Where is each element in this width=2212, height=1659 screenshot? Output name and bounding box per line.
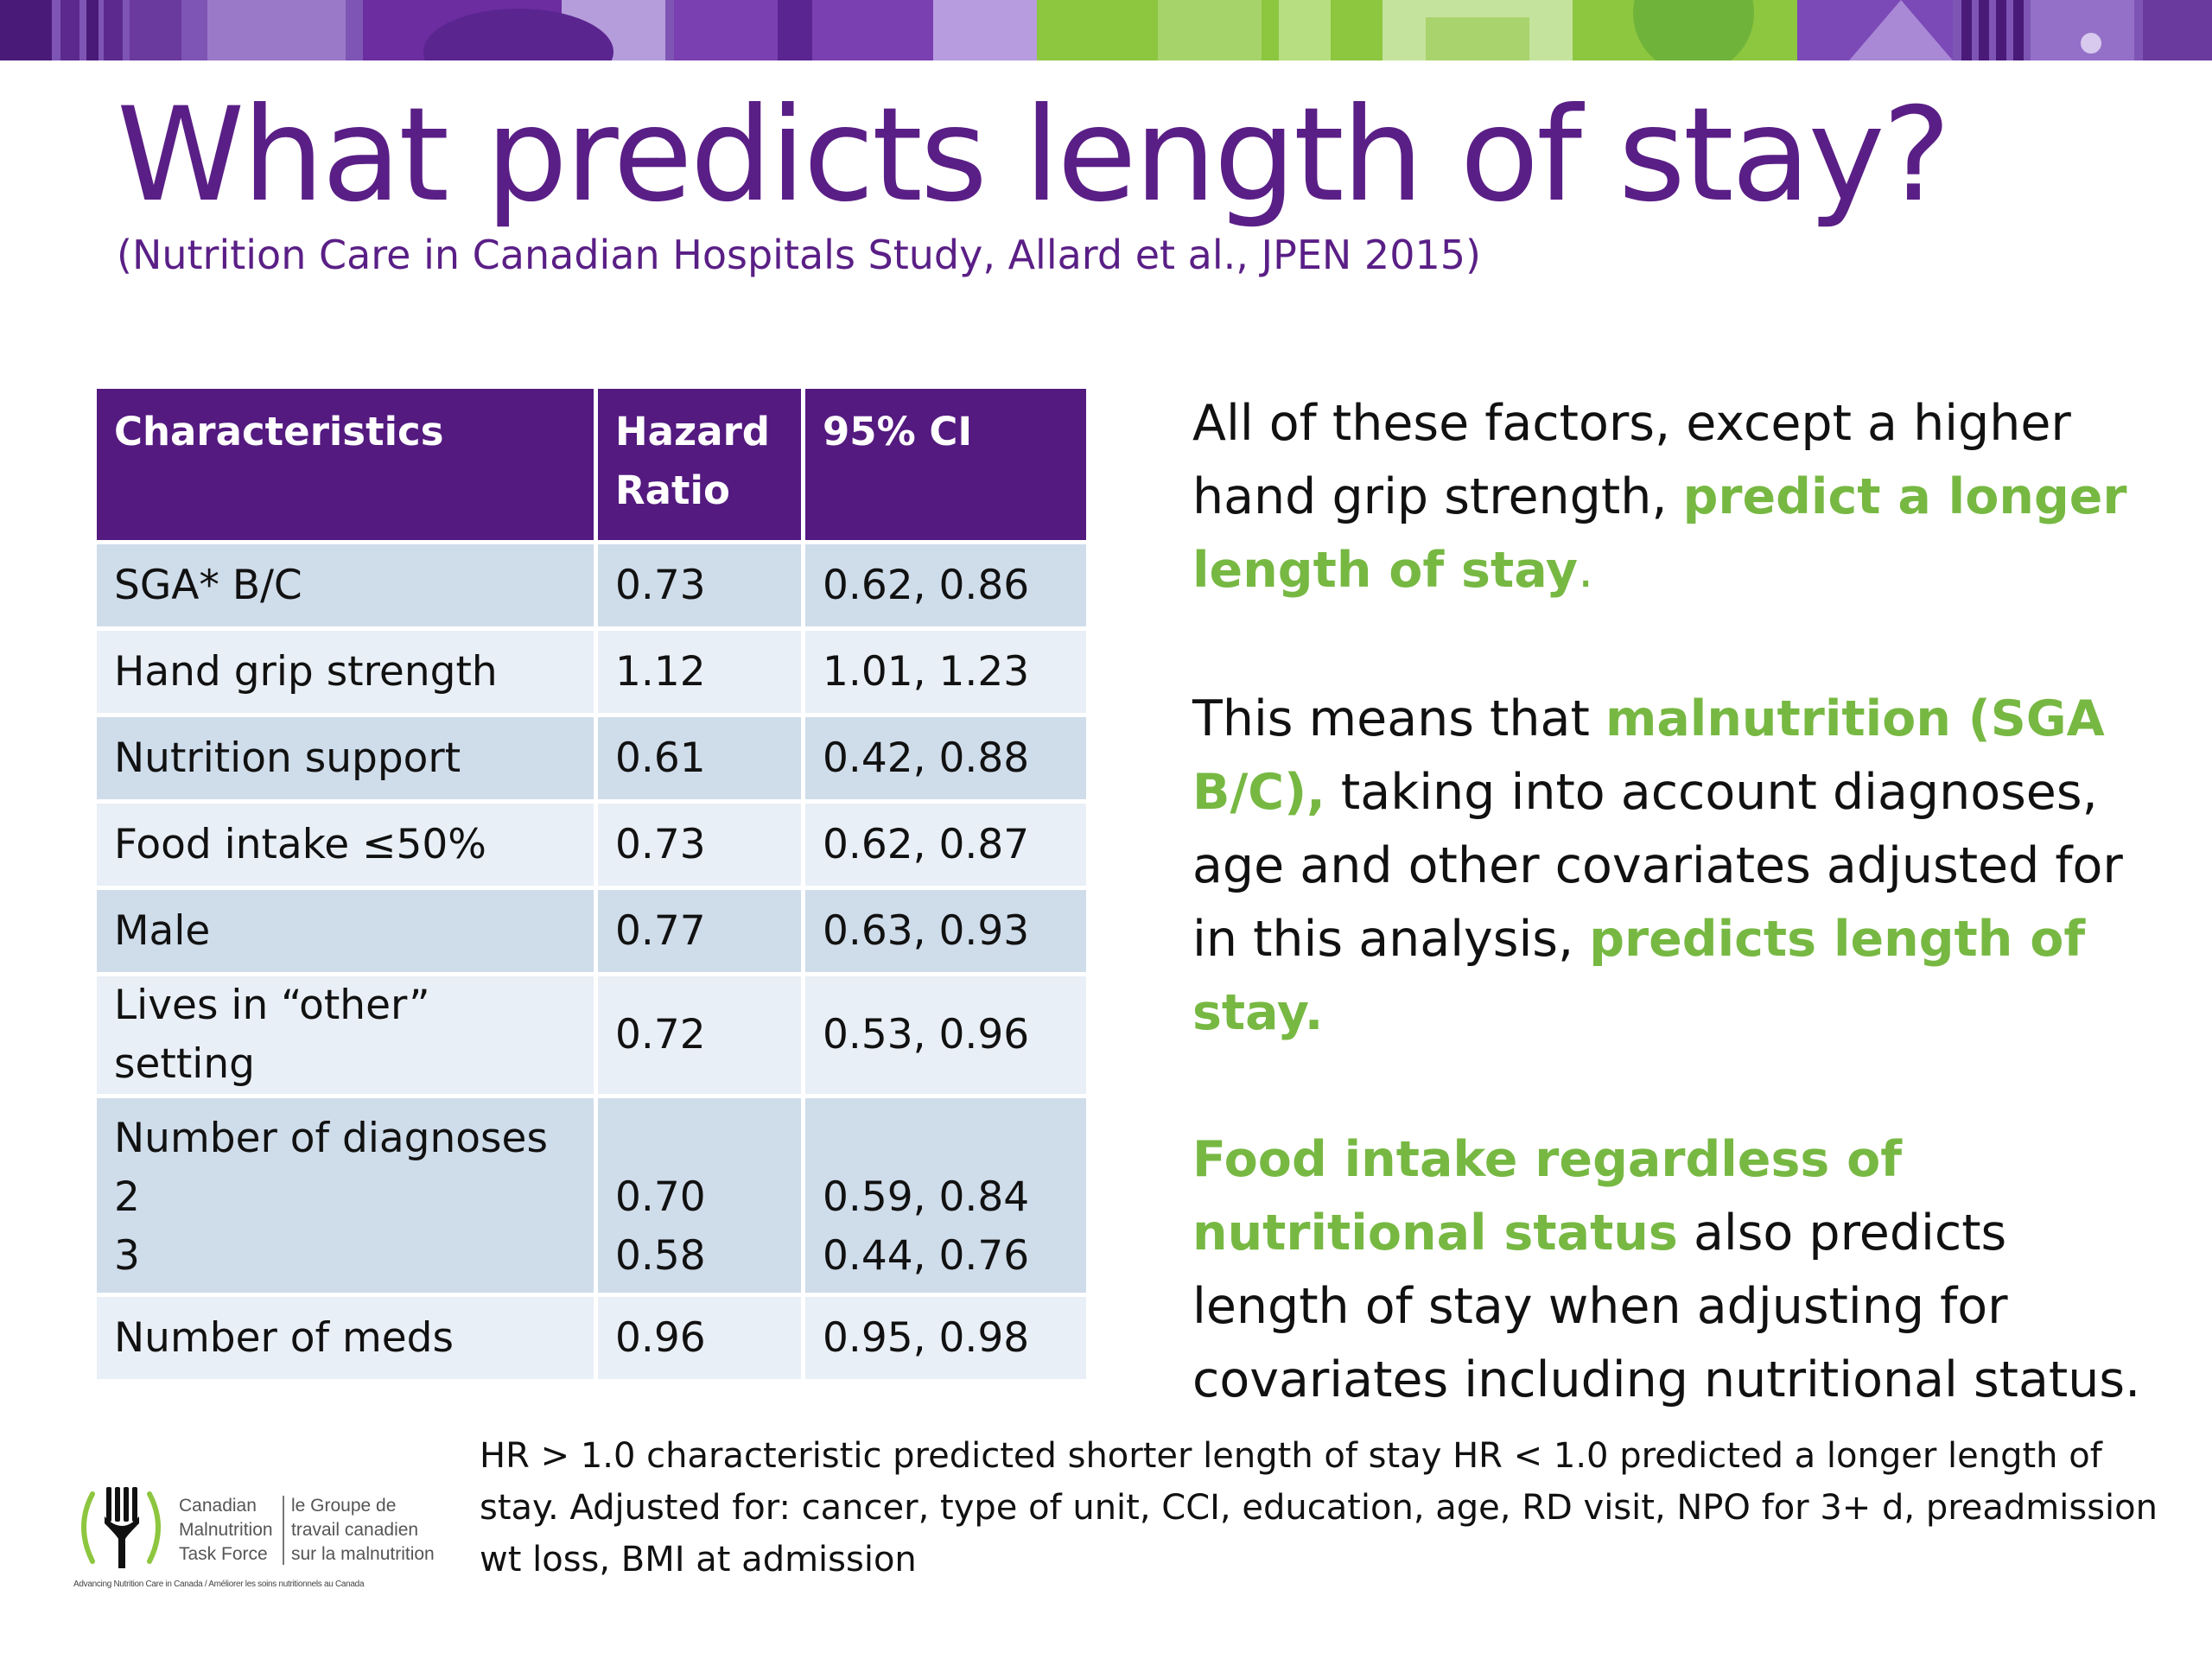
cell-hazard-ratio: 0.73 <box>594 799 805 890</box>
logo-en-line: Task Force <box>179 1544 268 1564</box>
cell-characteristic: Food intake ≤50% <box>92 799 598 890</box>
table-row: SGA* B/C 0.73 0.62, 0.86 <box>92 540 1090 631</box>
logo-fr-line: sur la malnutrition <box>291 1544 435 1564</box>
header-hazard-ratio-line1: Hazard <box>615 409 770 454</box>
cell-hazard-ratio: 0.77 <box>594 886 805 976</box>
explanation-text: taking into account diagnoses, age and o… <box>1192 764 2123 968</box>
logo-fr-line: le Groupe de <box>291 1496 397 1516</box>
diagnoses-label: Number of diagnoses <box>114 1114 548 1162</box>
cell-hazard-ratio: 0.96 <box>594 1293 805 1383</box>
logo-tagline: Advancing Nutrition Care in Canada / Amé… <box>73 1580 365 1589</box>
header-characteristics: Characteristics <box>92 385 598 544</box>
explanation-text: All of these factors, except a higher ha… <box>1192 395 2071 525</box>
logo-en-line: Malnutrition <box>179 1520 273 1540</box>
logo-fr-line: travail canadien <box>291 1520 419 1540</box>
logo-divider <box>283 1496 284 1565</box>
diagnoses-level: 3 <box>114 1231 140 1280</box>
cell-confidence-interval: 1.01, 1.23 <box>801 626 1090 717</box>
table-header-row: Characteristics Hazard Ratio 95% CI <box>92 385 1090 544</box>
logo-en-line: Canadian <box>179 1496 257 1516</box>
fork-logo-icon <box>81 1487 161 1568</box>
cell-hazard-ratio: 0.73 <box>594 540 805 631</box>
cell-confidence-interval: 0.53, 0.96 <box>801 972 1090 1098</box>
explanation-period: . <box>1578 542 1594 599</box>
table-row: Hand grip strength 1.12 1.01, 1.23 <box>92 626 1090 717</box>
table-row: Food intake ≤50% 0.73 0.62, 0.87 <box>92 799 1090 890</box>
explanation-paragraph-1: All of these factors, except a higher ha… <box>1192 387 2177 607</box>
cell-characteristic: Nutrition support <box>92 713 598 804</box>
slide-subtitle: (Nutrition Care in Canadian Hospitals St… <box>117 232 1481 278</box>
header-hazard-ratio: Hazard Ratio <box>594 385 805 544</box>
cmtf-logo: Canadian Malnutrition Task Force le Grou… <box>73 1482 454 1594</box>
cell-characteristic: SGA* B/C <box>92 540 598 631</box>
cell-hazard-ratio: 1.12 <box>594 626 805 717</box>
footnote: HR > 1.0 characteristic predicted shorte… <box>480 1436 2158 1580</box>
cell-hazard-ratio: 0.72 <box>594 972 805 1098</box>
cell-confidence-interval: 0.62, 0.87 <box>801 799 1090 890</box>
explanation-highlight: predicts length of stay. <box>1192 911 2086 1041</box>
cell-characteristic: Number of meds <box>92 1293 598 1383</box>
logo-text-english: Canadian Malnutrition Task Force <box>179 1494 273 1567</box>
table-row: Number of meds 0.96 0.95, 0.98 <box>92 1293 1090 1383</box>
cell-confidence-interval: 0.62, 0.86 <box>801 540 1090 631</box>
cell-hazard-ratio: 0.61 <box>594 713 805 804</box>
explanation-text: also predicts length of stay when adjust… <box>1192 1205 2141 1408</box>
cell-hazard-ratio: 0.70 0.58 <box>594 1094 805 1297</box>
explanation-paragraph-2: This means that malnutrition (SGA B/C), … <box>1192 683 2177 1050</box>
hazard-ratio-table: Characteristics Hazard Ratio 95% CI SGA*… <box>92 385 1090 1383</box>
logo-text-french: le Groupe de travail canadien sur la mal… <box>291 1494 435 1567</box>
explanation-highlight: malnutrition (SGA B/C), <box>1192 690 2105 821</box>
explanation-paragraph-3: Food intake regardless of nutritional st… <box>1192 1123 2177 1417</box>
diagnoses-hazard-ratio: 0.70 <box>615 1173 706 1221</box>
table-row: Nutrition support 0.61 0.42, 0.88 <box>92 713 1090 804</box>
cell-characteristic: Hand grip strength <box>92 626 598 717</box>
cell-characteristic: Male <box>92 886 598 976</box>
diagnoses-hazard-ratio: 0.58 <box>615 1231 706 1280</box>
explanation-highlight: predict a longer length of stay <box>1192 468 2127 599</box>
slide-title: What predicts length of stay? <box>117 80 1951 231</box>
decorative-top-banner <box>0 0 2212 60</box>
explanation-highlight: Food intake regardless of nutritional st… <box>1192 1131 1903 1262</box>
table-row-diagnoses: Number of diagnoses 2 3 0.70 0.58 0.59, … <box>92 1094 1090 1297</box>
cell-confidence-interval: 0.95, 0.98 <box>801 1293 1090 1383</box>
cell-characteristic: Number of diagnoses 2 3 <box>92 1094 598 1297</box>
table-row: Male 0.77 0.63, 0.93 <box>92 886 1090 976</box>
diagnoses-confidence-interval: 0.44, 0.76 <box>823 1231 1030 1280</box>
table-row: Lives in “other” setting 0.72 0.53, 0.96 <box>92 972 1090 1098</box>
spacer <box>615 1109 784 1168</box>
spacer <box>823 1109 1069 1168</box>
cell-confidence-interval: 0.63, 0.93 <box>801 886 1090 976</box>
explanation-text: This means that <box>1192 690 1605 747</box>
diagnoses-level: 2 <box>114 1173 140 1221</box>
header-hazard-ratio-line2: Ratio <box>615 467 730 513</box>
cell-confidence-interval: 0.42, 0.88 <box>801 713 1090 804</box>
cell-confidence-interval: 0.59, 0.84 0.44, 0.76 <box>801 1094 1090 1297</box>
cell-characteristic: Lives in “other” setting <box>92 972 598 1098</box>
header-confidence-interval: 95% CI <box>801 385 1090 544</box>
diagnoses-confidence-interval: 0.59, 0.84 <box>823 1173 1030 1221</box>
